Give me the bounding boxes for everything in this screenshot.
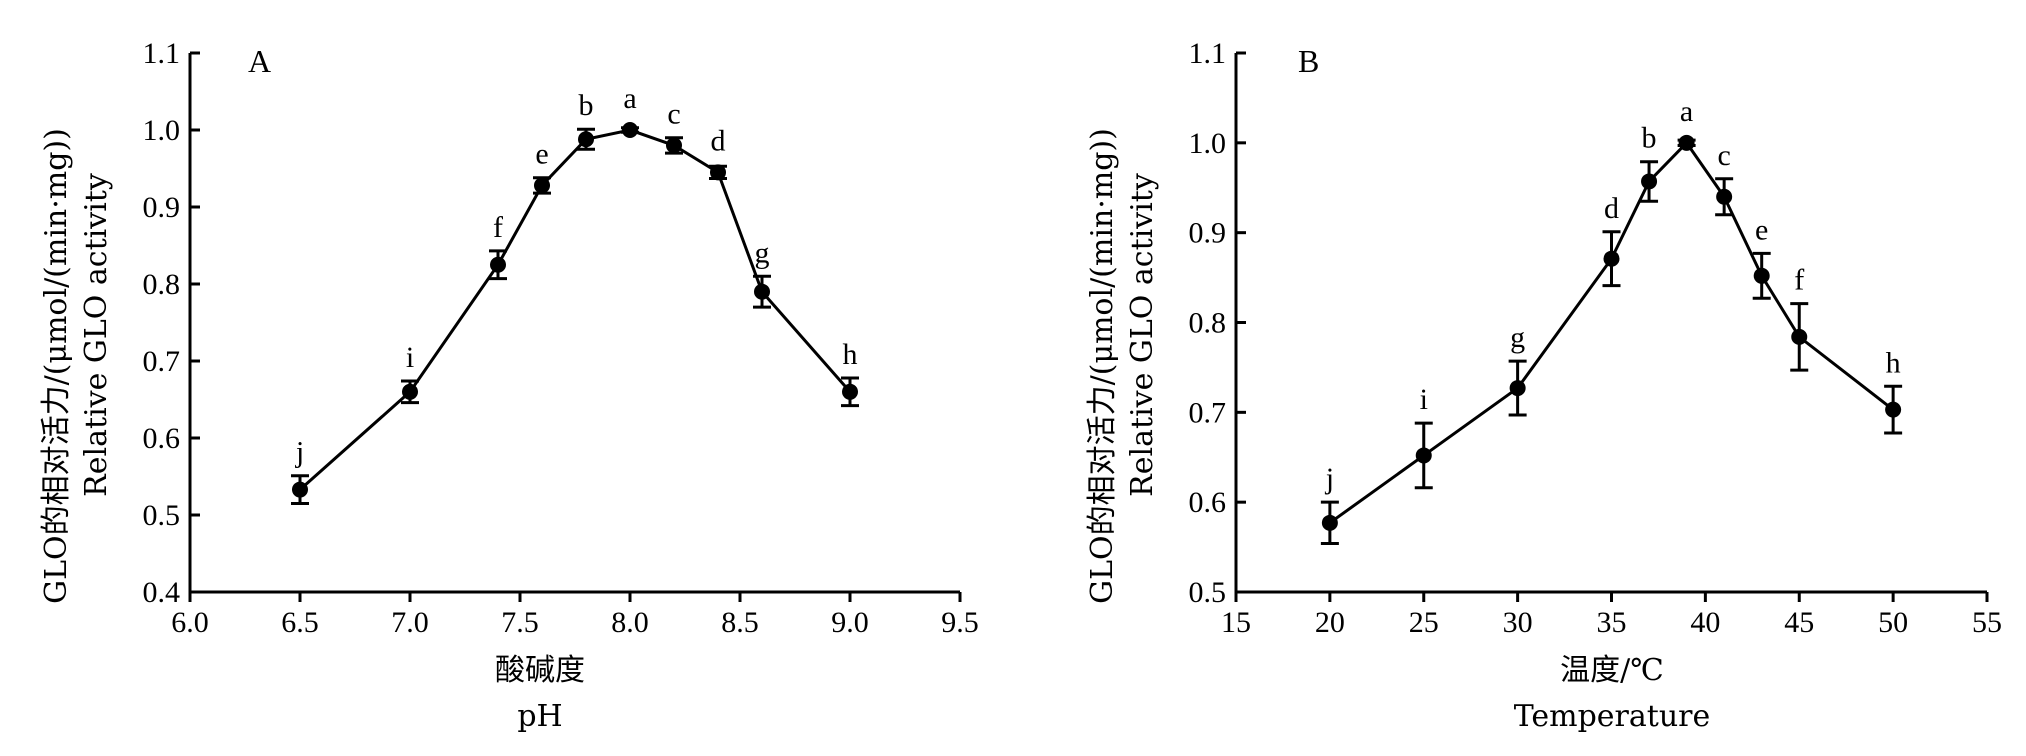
- x-tick-label: 15: [1221, 606, 1251, 639]
- y-tick-label: 1.0: [143, 114, 181, 147]
- data-point: [1716, 188, 1733, 205]
- x-tick-label: 7.5: [501, 606, 539, 639]
- data-point: [710, 164, 726, 181]
- data-point: [1509, 380, 1526, 397]
- marks-b: j i g d bac ef h: [1320, 95, 1903, 545]
- data-point: [1791, 328, 1808, 345]
- y-tick-label: 0.5: [143, 499, 181, 532]
- y-tick-label: 0.9: [1189, 217, 1227, 250]
- data-point: [1415, 447, 1432, 464]
- data-point: [754, 283, 770, 300]
- y-tick-label: 0.5: [1189, 576, 1227, 609]
- data-point: [1641, 173, 1658, 190]
- x-tick-label: 9.0: [831, 606, 869, 639]
- point-letter-label: g: [755, 236, 770, 269]
- panel-label-a: A: [248, 43, 271, 79]
- point-letter-label: a: [1680, 95, 1693, 128]
- data-point: [1885, 401, 1902, 418]
- point-letter-label: b: [579, 89, 594, 122]
- x-tick-label: 8.5: [721, 606, 759, 639]
- x-tick-label: 20: [1315, 606, 1345, 639]
- y-tick-label: 0.4: [143, 576, 181, 609]
- x-tick-label: 35: [1597, 606, 1627, 639]
- data-point: [534, 177, 550, 194]
- chart-panel-b: 15 20 25 30 35 40 45 50 550.50.60.70.80.91.01.1 …: [1085, 37, 2002, 734]
- data-point: [842, 383, 858, 400]
- data-point: [1321, 514, 1338, 531]
- point-letter-label: h: [1886, 346, 1901, 379]
- chart-panel-a: 6.0 6.5 7.0 7.5 8.0 8.5 9.0 9.5 0.4 0.5 0.6 0.7 0.8 0…: [39, 37, 979, 734]
- x-axis-title-en-b: Temperature: [1514, 699, 1711, 734]
- data-point: [1678, 134, 1695, 151]
- x-tick-label: 6.5: [281, 606, 319, 639]
- y-axis-title-en-a: Relative GLO activity: [79, 173, 114, 497]
- y-tick-label: 0.7: [143, 345, 181, 378]
- point-letter-label: i: [1420, 383, 1428, 416]
- data-point: [1603, 250, 1620, 267]
- y-tick-label: 0.6: [1189, 486, 1227, 519]
- x-tick-label: 9.5: [941, 606, 979, 639]
- x-tick-label: 25: [1409, 606, 1439, 639]
- x-tick-label: 7.0: [391, 606, 429, 639]
- x-tick-label: 40: [1690, 606, 1720, 639]
- series-line: [1329, 140, 1895, 525]
- y-axis-title-cn-a: GLO的相对活力/(μmol/(min·mg)): [39, 128, 74, 604]
- data-point: [622, 122, 638, 138]
- x-tick-label: 50: [1878, 606, 1908, 639]
- panel-label-b: B: [1298, 43, 1319, 79]
- data-point: [578, 131, 594, 148]
- x-axis-title-cn-a: 酸碱度: [495, 653, 585, 688]
- data-point: [292, 481, 308, 498]
- x-tick-label: 6.0: [171, 606, 209, 639]
- point-letter-label: a: [623, 82, 636, 115]
- x-tick-label: 45: [1784, 606, 1814, 639]
- y-tick-label: 0.7: [1189, 396, 1227, 429]
- point-letter-label: e: [1755, 213, 1768, 246]
- y-tick-label: 0.8: [1189, 307, 1227, 340]
- x-axis-title-en-a: pH: [517, 699, 562, 734]
- series-line: [299, 128, 852, 491]
- x-tick-label: 8.0: [611, 606, 649, 639]
- point-letter-label: j: [1325, 462, 1334, 495]
- point-letter-label: g: [1510, 321, 1525, 354]
- point-letter-label: i: [406, 341, 414, 374]
- point-letter-label: d: [1604, 192, 1619, 225]
- y-tick-label: 1.0: [1189, 127, 1227, 160]
- marks-a: j i f eb a cd g h: [291, 82, 859, 505]
- data-point: [490, 256, 506, 273]
- point-letter-label: b: [1642, 122, 1657, 155]
- y-axis-title-cn-b: GLO的相对活力/(μmol/(min·mg)): [1085, 128, 1120, 604]
- y-tick-label: 0.9: [143, 191, 181, 224]
- point-letter-label: c: [1717, 139, 1730, 172]
- x-tick-label: 30: [1503, 606, 1533, 639]
- point-letter-label: f: [493, 211, 503, 244]
- x-axis-title-cn-b: 温度/℃: [1560, 653, 1664, 688]
- data-point: [666, 137, 682, 154]
- data-point: [402, 383, 418, 400]
- point-letter-label: d: [711, 124, 726, 157]
- y-axis-title-en-b: Relative GLO activity: [1125, 173, 1160, 497]
- point-letter-label: h: [843, 338, 858, 371]
- point-letter-label: f: [1794, 264, 1804, 297]
- axes-b: 15 20 25 30 35 40 45 50 55 0.5 0.6 0.7 0.8 0.9 1.0 1.1: [1189, 37, 2003, 639]
- y-tick-label: 1.1: [143, 37, 181, 70]
- y-tick-label: 1.1: [1189, 37, 1227, 70]
- data-point: [1753, 267, 1770, 284]
- axes-a: 6.0 6.5 7.0 7.5 8.0 8.5 9.0 9.5 0.4 0.5 0.6 0.7 0.8 0…: [143, 37, 979, 639]
- point-letter-label: j: [295, 436, 304, 469]
- y-tick-label: 0.8: [143, 268, 181, 301]
- point-letter-label: c: [667, 97, 680, 130]
- y-tick-label: 0.6: [143, 422, 181, 455]
- x-tick-label: 55: [1972, 606, 2002, 639]
- point-letter-label: e: [535, 137, 548, 170]
